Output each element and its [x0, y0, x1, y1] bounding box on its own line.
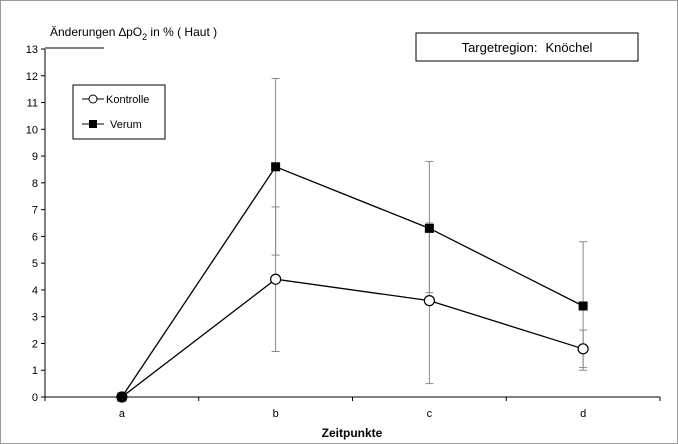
chart-title: Änderungen ∆pO2 in % ( Haut )	[50, 25, 217, 42]
region-box	[415, 32, 639, 62]
region-label: Targetregion:	[462, 40, 538, 55]
y-tick-label: 11	[27, 98, 38, 110]
y-tick-label: 10	[26, 124, 38, 136]
y-tick-label: 3	[32, 312, 38, 324]
region-value: Knöchel	[545, 40, 592, 55]
y-tick-label: 6	[32, 231, 38, 243]
legend-label-kontrolle: Kontrolle	[106, 94, 149, 106]
y-tick-label: 13	[26, 44, 38, 56]
data-point-verum	[117, 392, 127, 402]
x-tick-label: b	[273, 408, 279, 420]
y-tick-label: 9	[32, 151, 38, 163]
legend-item-verum: Verum	[82, 119, 142, 131]
legend-item-kontrolle: Kontrolle	[82, 94, 149, 106]
y-tick-label: 8	[32, 178, 38, 190]
legend-marker-verum	[89, 120, 97, 128]
legend-marker-kontrolle	[88, 94, 98, 104]
data-point-kontrolle	[270, 273, 282, 285]
legend-box	[72, 84, 166, 140]
x-tick-label: d	[580, 408, 586, 420]
y-tick-label: 1	[32, 365, 38, 377]
series-line-verum	[121, 165, 584, 398]
data-point-verum	[271, 162, 281, 172]
y-tick-label: 12	[26, 71, 38, 83]
x-axis-label: Zeitpunkte	[322, 426, 383, 440]
data-point-kontrolle	[577, 343, 589, 355]
data-point-kontrolle	[423, 295, 435, 307]
region-text: Targetregion: Knöchel	[462, 40, 593, 55]
title-rest: in % ( Haut )	[147, 25, 217, 39]
data-point-verum	[578, 301, 588, 311]
series-line-kontrolle	[121, 278, 584, 398]
x-tick-label: a	[119, 408, 126, 420]
y-tick-label: 2	[32, 338, 38, 350]
legend-label-verum: Verum	[110, 119, 142, 131]
y-tick-label: 5	[32, 258, 38, 270]
data-point-verum	[424, 223, 434, 233]
y-tick-label: 7	[32, 205, 38, 217]
x-ticks: a b c d	[44, 397, 661, 420]
title-subscript: 2	[142, 32, 147, 42]
y-tick-label: 4	[32, 285, 38, 297]
series-layer	[116, 77, 589, 403]
x-tick-label: c	[427, 408, 433, 420]
title-main: Änderungen ∆pO	[50, 25, 142, 39]
y-tick-label: 0	[32, 392, 38, 404]
